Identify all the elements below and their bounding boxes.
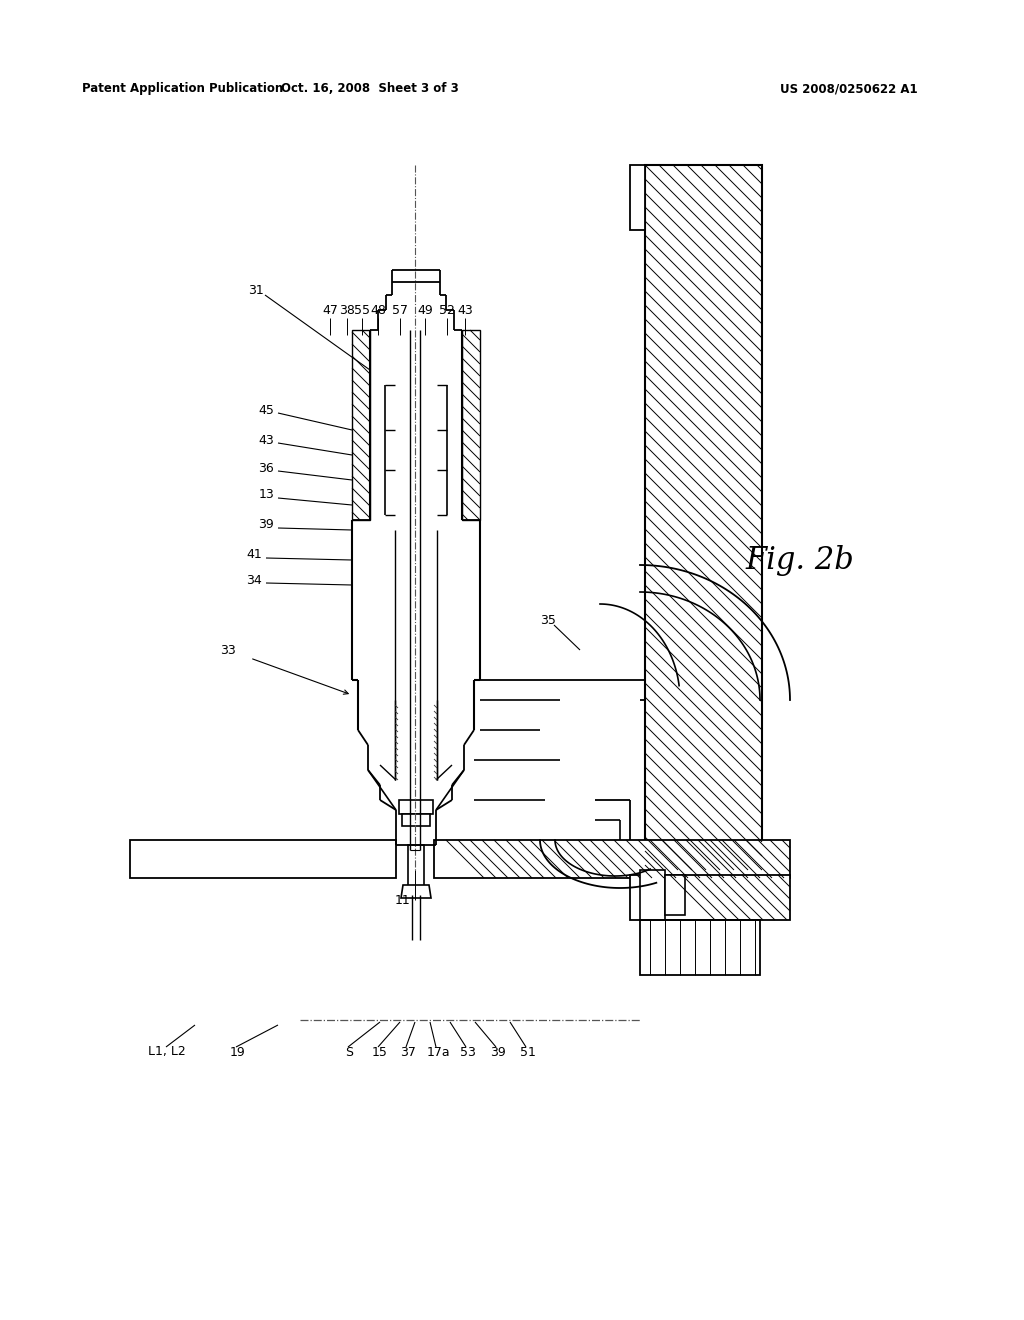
- Polygon shape: [401, 884, 431, 898]
- Text: 49: 49: [417, 304, 433, 317]
- Text: 17a: 17a: [427, 1045, 451, 1059]
- Text: 41: 41: [246, 549, 262, 561]
- Text: 47: 47: [323, 304, 338, 317]
- Text: US 2008/0250622 A1: US 2008/0250622 A1: [780, 82, 918, 95]
- Polygon shape: [352, 330, 370, 520]
- Text: 11: 11: [394, 894, 410, 907]
- Bar: [640, 870, 665, 920]
- Text: L1, L2: L1, L2: [148, 1045, 185, 1059]
- Text: 45: 45: [258, 404, 274, 417]
- Text: 39: 39: [258, 519, 274, 532]
- Polygon shape: [640, 920, 760, 975]
- Text: 55: 55: [354, 304, 370, 317]
- Text: Fig. 2b: Fig. 2b: [745, 544, 854, 576]
- Bar: [408, 845, 424, 895]
- Text: 34: 34: [246, 573, 262, 586]
- Text: 36: 36: [258, 462, 274, 474]
- Text: 35: 35: [540, 614, 556, 627]
- Text: Oct. 16, 2008  Sheet 3 of 3: Oct. 16, 2008 Sheet 3 of 3: [282, 82, 459, 95]
- Polygon shape: [130, 840, 396, 878]
- Text: 38: 38: [339, 304, 355, 317]
- Text: 33: 33: [220, 644, 236, 656]
- Text: 19: 19: [230, 1045, 246, 1059]
- Bar: [402, 814, 430, 826]
- Text: 52: 52: [439, 304, 455, 317]
- Polygon shape: [645, 165, 762, 870]
- Text: 13: 13: [258, 488, 274, 502]
- Text: S: S: [345, 1045, 353, 1059]
- Text: Patent Application Publication: Patent Application Publication: [82, 82, 284, 95]
- Bar: [399, 800, 433, 814]
- Text: 31: 31: [248, 284, 264, 297]
- Text: 57: 57: [392, 304, 408, 317]
- Text: 48: 48: [370, 304, 386, 317]
- Text: 43: 43: [457, 304, 473, 317]
- Text: 39: 39: [490, 1045, 506, 1059]
- Text: 43: 43: [258, 433, 274, 446]
- Text: 15: 15: [372, 1045, 388, 1059]
- Polygon shape: [434, 840, 790, 878]
- Text: 53: 53: [460, 1045, 476, 1059]
- Polygon shape: [630, 875, 790, 920]
- Text: 37: 37: [400, 1045, 416, 1059]
- Polygon shape: [630, 165, 645, 230]
- Bar: [665, 875, 685, 915]
- Polygon shape: [462, 330, 480, 520]
- Text: 51: 51: [520, 1045, 536, 1059]
